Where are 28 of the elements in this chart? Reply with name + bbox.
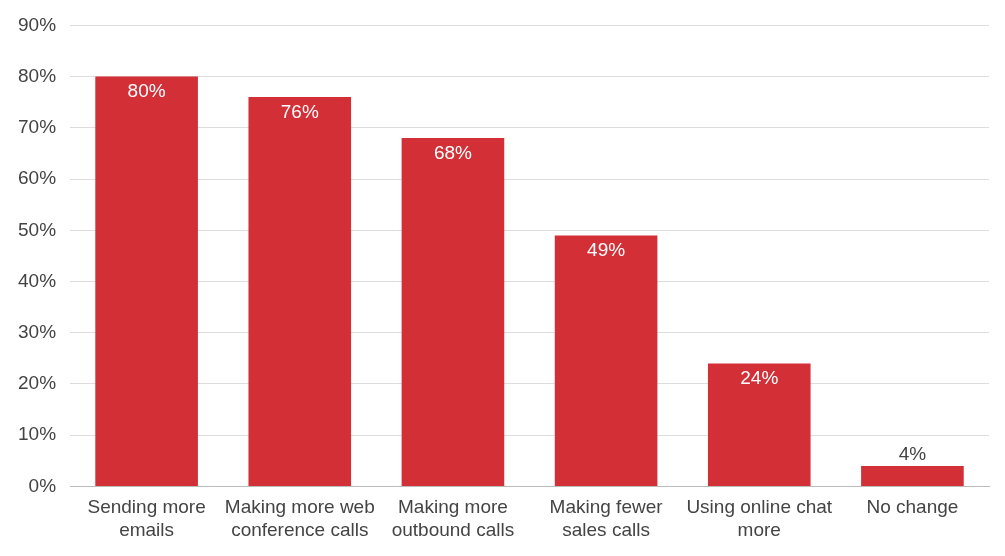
bar <box>861 465 964 486</box>
x-tick-label: No change <box>866 496 959 518</box>
y-tick-label: 70% <box>18 116 57 138</box>
data-label: 80% <box>127 80 166 102</box>
data-label: 76% <box>280 100 319 122</box>
y-tick-label: 20% <box>18 372 57 394</box>
data-label: 49% <box>587 239 626 261</box>
x-tick-label: Making more web conference calls <box>224 496 375 540</box>
bar <box>554 235 658 486</box>
data-label: 68% <box>433 141 473 163</box>
data-label: 4% <box>898 442 927 464</box>
y-tick-label: 90% <box>18 13 57 35</box>
y-tick-label: 80% <box>18 64 57 86</box>
y-tick-label: 10% <box>18 423 57 445</box>
x-tick-label: Making more outbound calls <box>391 496 515 540</box>
x-tick-label: Using online chat more <box>686 496 833 540</box>
x-tick-label: Sending more emails <box>87 496 206 540</box>
data-label: 24% <box>740 367 779 389</box>
y-tick-label: 60% <box>18 167 57 189</box>
y-tick-label: 30% <box>18 320 57 342</box>
y-tick-label: 40% <box>18 269 57 291</box>
x-tick-label: Making fewer sales calls <box>549 496 664 540</box>
bar <box>95 76 198 486</box>
y-tick-label: 0% <box>28 474 57 496</box>
y-tick-label: 50% <box>18 218 57 240</box>
bar <box>707 363 811 486</box>
bar <box>401 138 505 486</box>
bar <box>248 97 352 486</box>
